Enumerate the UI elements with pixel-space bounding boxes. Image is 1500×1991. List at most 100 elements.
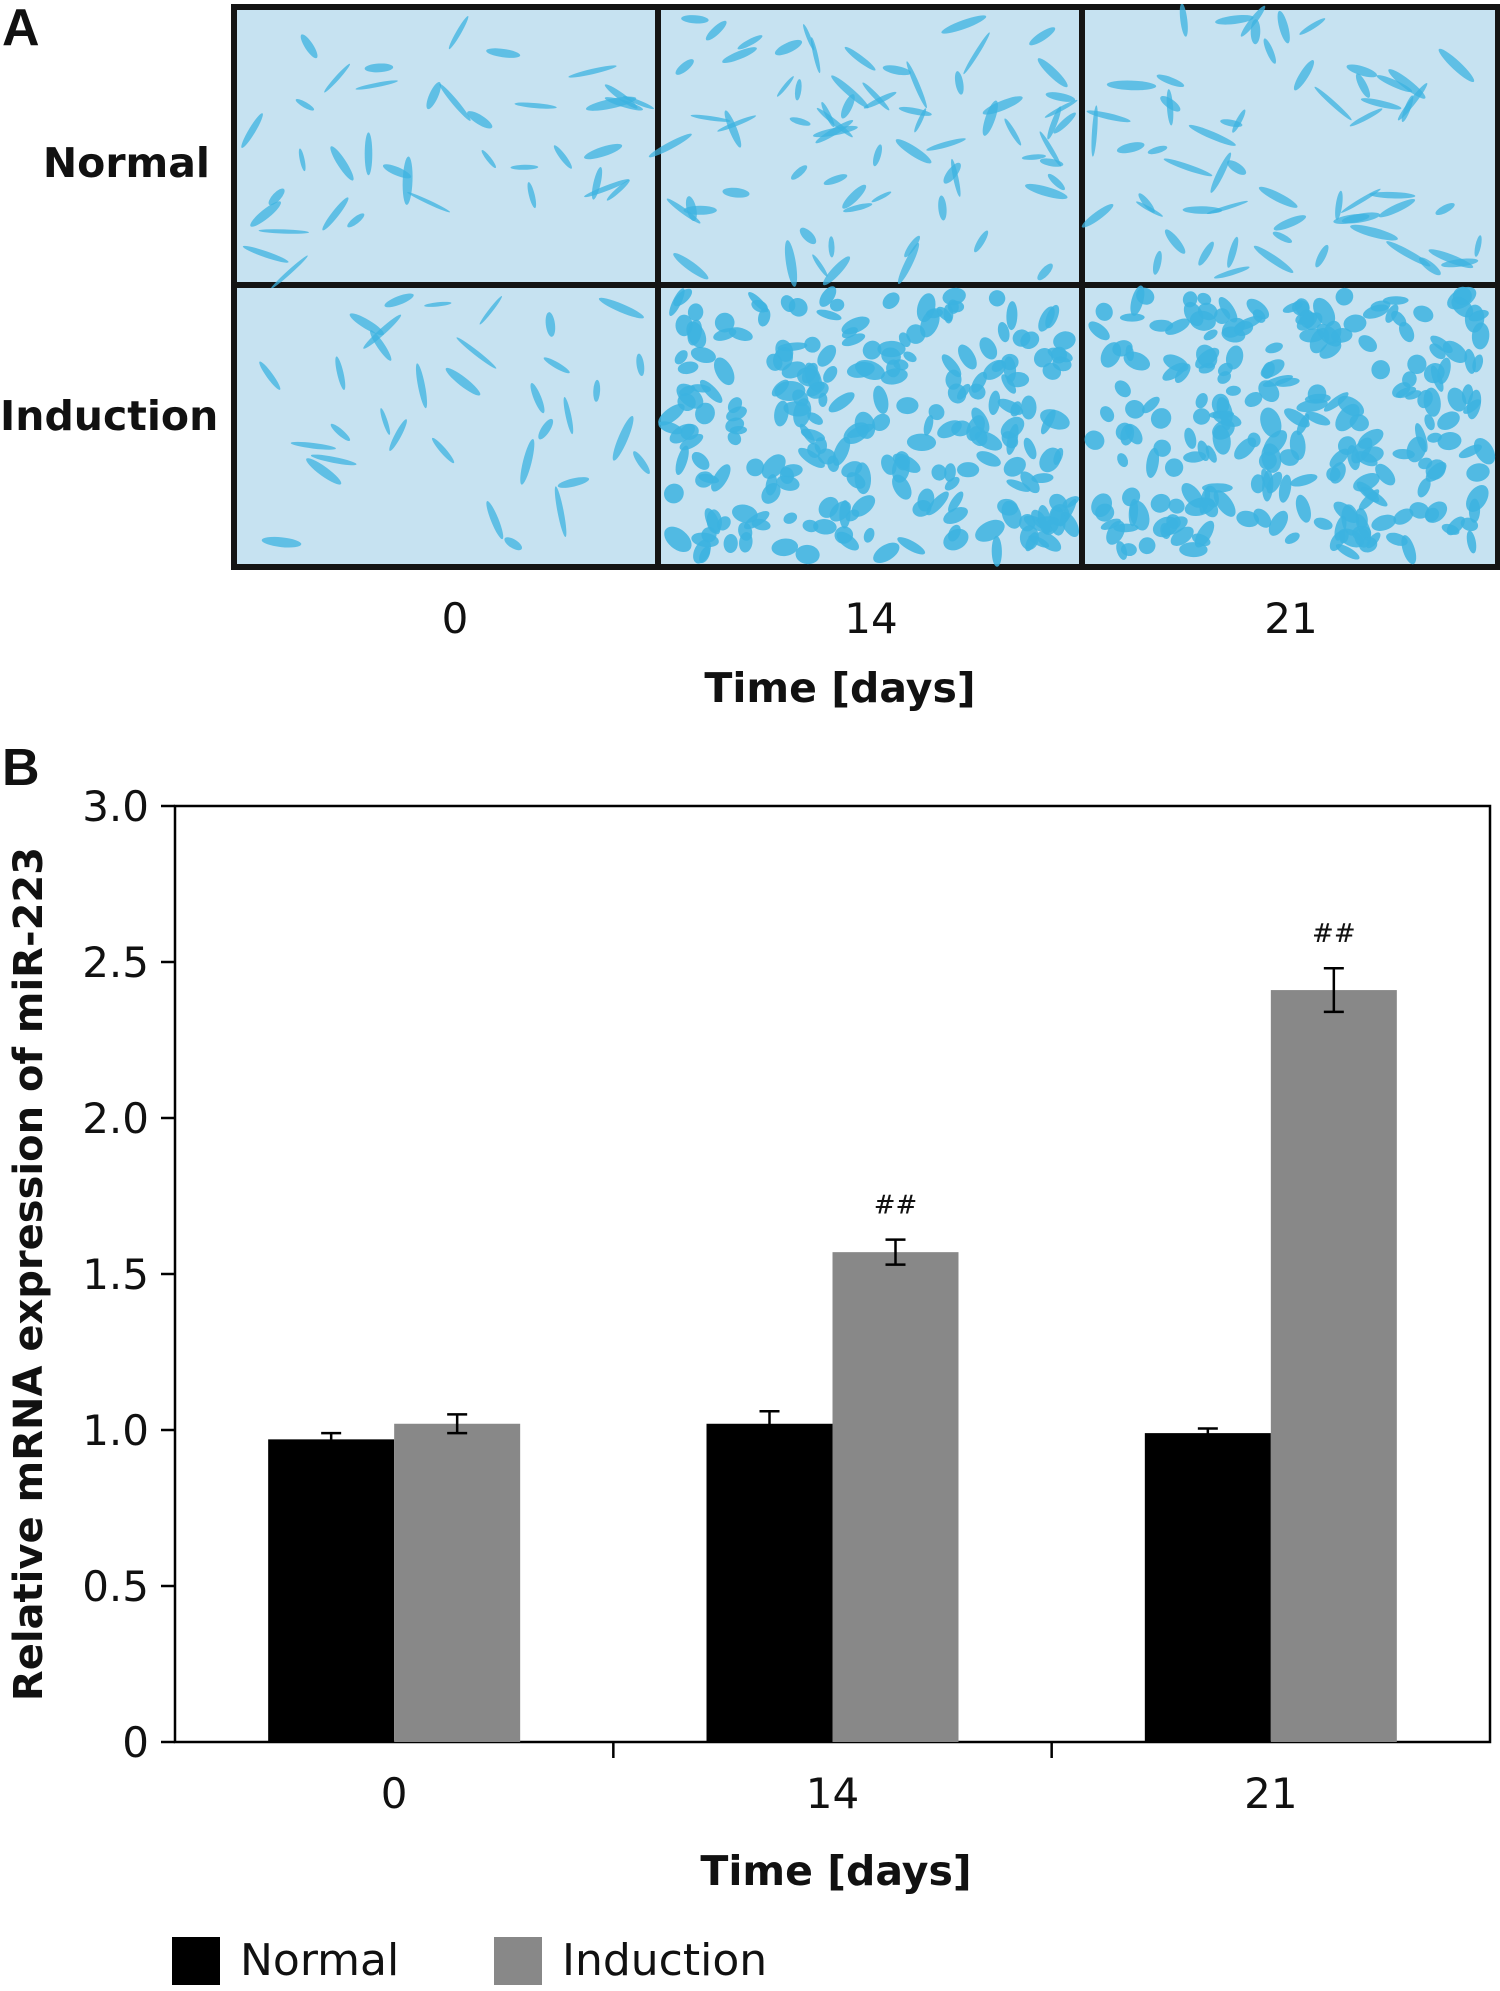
stained-cell: [1268, 510, 1289, 536]
stained-cell: [1227, 160, 1247, 175]
stained-cell: [1006, 479, 1031, 492]
stained-cell: [727, 397, 743, 414]
stained-cell: [673, 253, 709, 280]
stained-cell: [829, 298, 845, 312]
stained-cell: [737, 35, 763, 50]
micrograph-background: [237, 288, 655, 564]
stained-cell: [1350, 224, 1398, 241]
stained-cell: [695, 402, 715, 425]
stained-cell: [1358, 335, 1377, 353]
stained-cell: [1337, 436, 1357, 455]
stained-cell: [937, 420, 962, 439]
stained-cell: [1166, 514, 1181, 529]
stained-cell: [538, 418, 554, 440]
stained-cell: [1323, 392, 1349, 412]
stained-cell: [568, 65, 617, 78]
stained-cell: [855, 360, 885, 380]
stained-cell: [545, 312, 556, 337]
y-tick-label: 1.0: [82, 1406, 149, 1455]
stained-cell: [675, 59, 694, 75]
stained-cell: [1401, 535, 1417, 565]
x-tick-label: 0: [381, 1769, 408, 1818]
stained-cell: [813, 519, 837, 535]
bar-normal-21: [1144, 1433, 1271, 1742]
error-bar-induction-14: [885, 1238, 906, 1266]
stained-cell: [1006, 371, 1030, 388]
stained-cell: [944, 463, 956, 482]
stained-cell: [514, 102, 557, 109]
stained-cell: [723, 534, 738, 553]
stained-cell: [1029, 27, 1056, 46]
stained-cell: [1461, 384, 1474, 405]
stained-cell: [241, 113, 263, 149]
stained-cell: [872, 144, 883, 167]
stained-cell: [679, 433, 704, 451]
stained-cell: [1100, 518, 1121, 530]
micrograph-normal-day-21: [1081, 4, 1495, 282]
stained-cell: [722, 187, 750, 198]
stained-cell: [1378, 199, 1416, 218]
stained-cell: [873, 385, 889, 414]
stained-cell: [347, 213, 365, 228]
stained-cell: [1037, 504, 1051, 535]
stained-cell: [691, 451, 710, 470]
stained-cell: [1227, 236, 1239, 268]
stained-cell: [1273, 215, 1307, 231]
stained-cell: [1153, 439, 1171, 457]
stained-cell: [842, 184, 867, 209]
stained-cell: [1197, 302, 1218, 321]
stained-cell: [604, 97, 644, 111]
stained-cell: [1053, 112, 1076, 134]
stained-cell: [882, 292, 900, 310]
stained-cell: [1168, 498, 1185, 514]
stained-cell: [862, 82, 890, 111]
stained-cell: [261, 536, 302, 548]
stained-cell: [370, 330, 392, 361]
stained-cell: [486, 501, 504, 540]
stained-cell: [674, 350, 688, 365]
stained-cell: [669, 423, 695, 444]
stained-cell: [971, 407, 990, 434]
stained-cell: [1323, 320, 1342, 345]
stained-cell: [1466, 463, 1490, 482]
stained-cell: [1458, 444, 1482, 459]
stained-cell: [415, 363, 428, 409]
bar-normal-14: [706, 1423, 833, 1742]
stained-cell: [1147, 145, 1168, 155]
stained-cell: [1234, 315, 1263, 331]
stained-cell: [931, 464, 947, 481]
stained-cell: [1284, 532, 1300, 544]
stained-cell: [1142, 396, 1160, 414]
stained-cell: [873, 542, 900, 564]
stained-cell: [705, 20, 727, 41]
stained-cell: [664, 526, 692, 552]
micrograph-induction-day-0: [237, 288, 655, 564]
error-bar-normal-14: [759, 1410, 780, 1438]
stained-cell: [1194, 520, 1215, 548]
stained-cell: [854, 462, 872, 495]
stained-cell: [1234, 437, 1257, 460]
stained-cell: [1020, 471, 1040, 494]
stained-cell: [1335, 190, 1343, 221]
stained-cell: [926, 491, 949, 516]
stained-cell: [812, 254, 828, 277]
stained-cell: [831, 75, 869, 109]
stained-cell: [771, 538, 799, 557]
bar-induction-14: [832, 1252, 959, 1742]
stained-cell: [896, 397, 919, 415]
stained-cell: [997, 498, 1019, 516]
stained-cell: [310, 454, 357, 466]
stained-cell: [300, 34, 318, 59]
stained-cell: [1088, 321, 1110, 341]
stained-cell: [1437, 411, 1460, 430]
stained-cell: [810, 37, 821, 74]
stained-cell: [923, 414, 934, 436]
stained-cell: [822, 256, 851, 286]
stained-cell: [1402, 371, 1417, 388]
stained-cell: [1179, 542, 1208, 558]
stained-cell: [791, 165, 808, 180]
stained-cell: [743, 511, 770, 530]
stained-cell: [872, 413, 891, 432]
stained-cell: [677, 361, 699, 375]
micrograph-background: [1085, 10, 1495, 282]
